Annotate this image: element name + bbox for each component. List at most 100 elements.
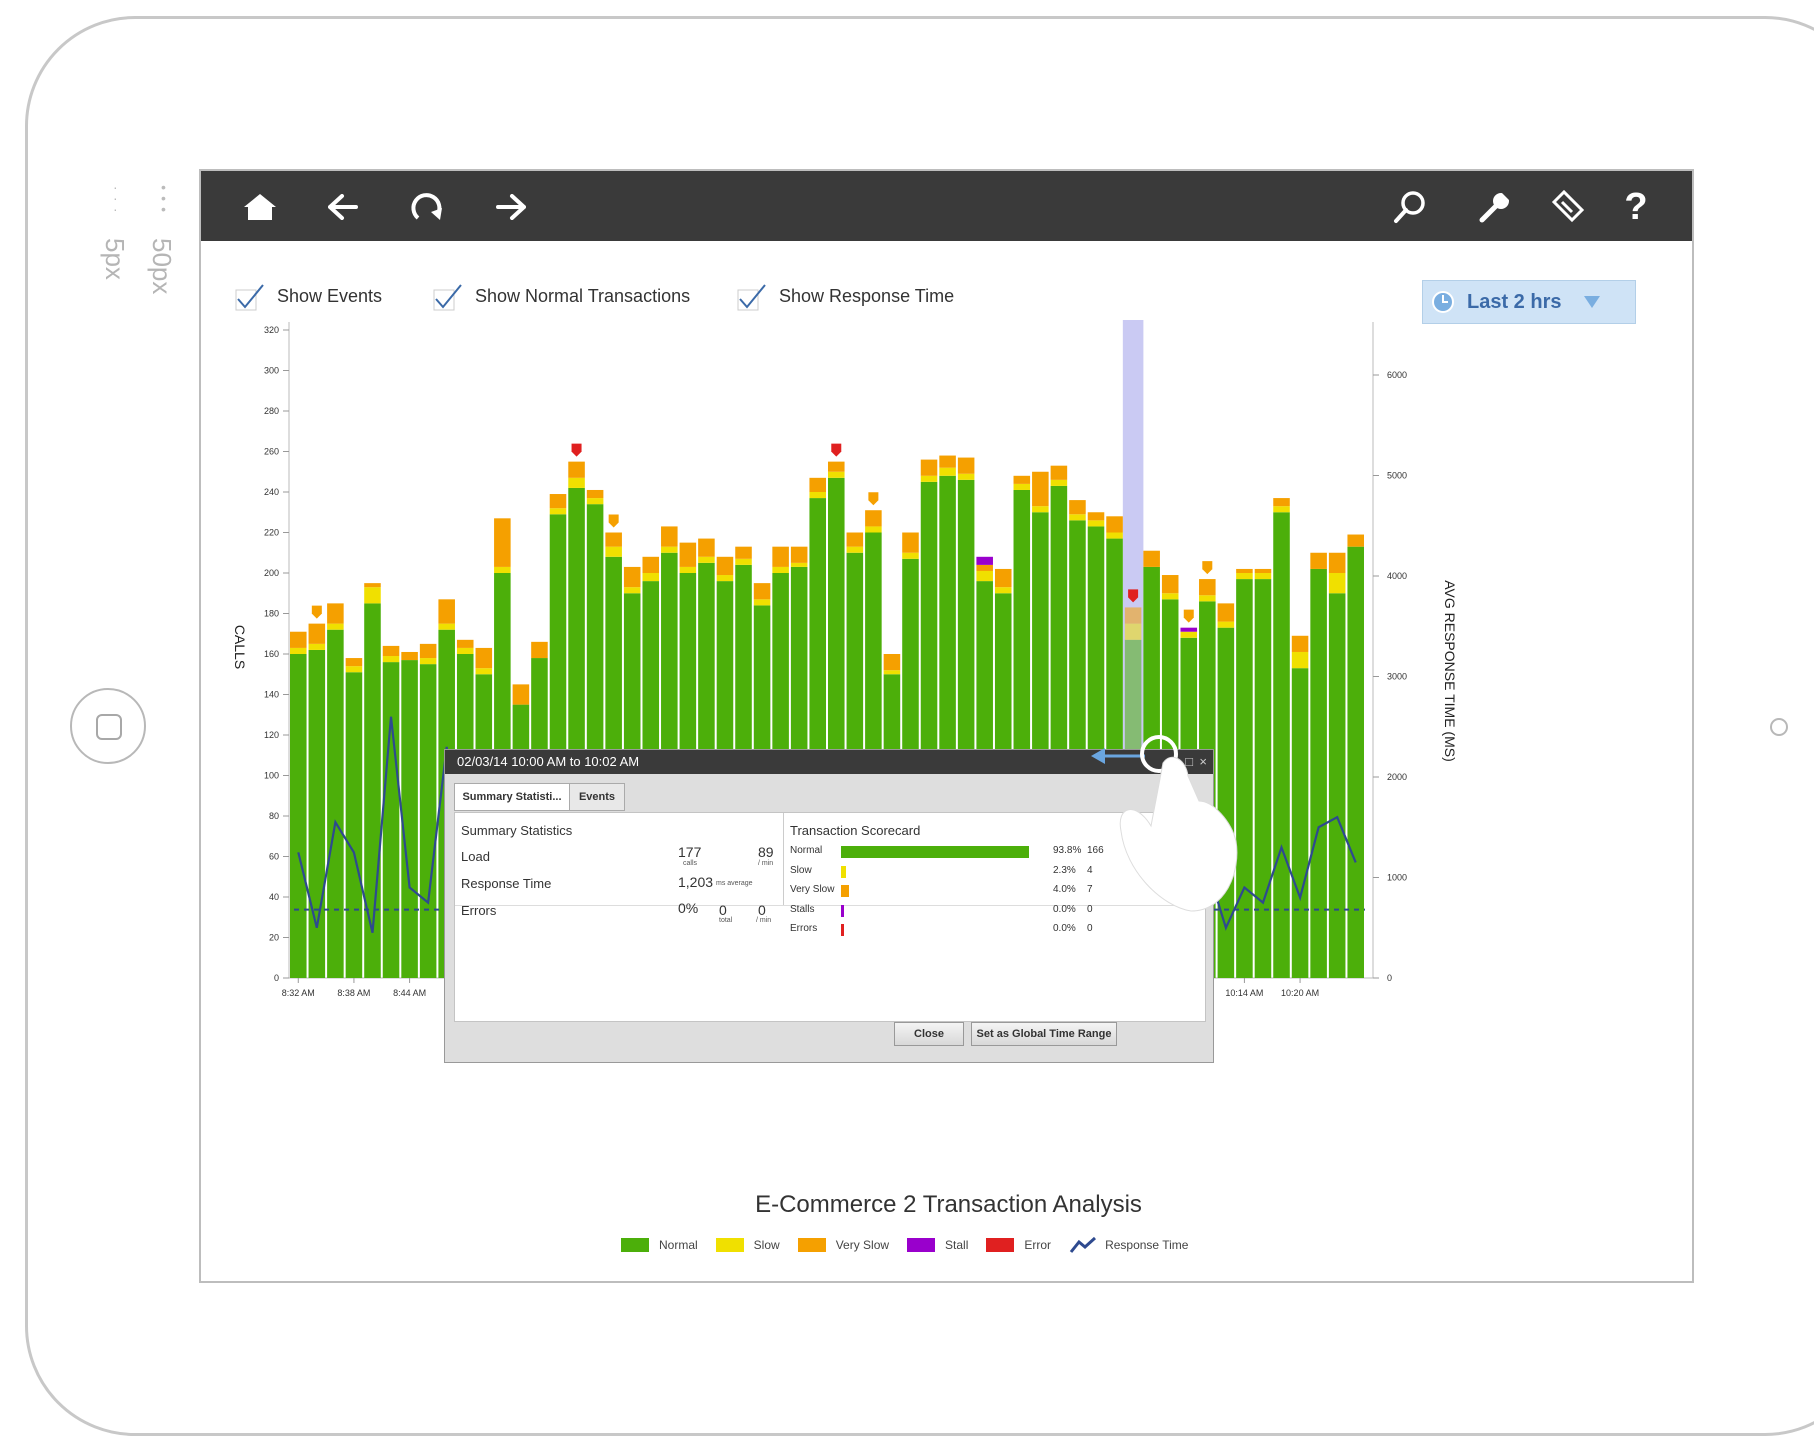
y-tick-label: 0 [274,973,279,983]
bar-slow [1328,573,1346,594]
bar-slow [456,647,474,654]
scorecard-percent: 0.0% [1053,903,1076,915]
bar-slow [865,526,882,533]
forward-arrow-icon[interactable] [489,185,533,229]
bar-very-slow [419,643,437,659]
legend-item-error[interactable]: Error [986,1238,1051,1252]
close-button[interactable]: Close [894,1022,964,1046]
event-marker-icon [1128,589,1139,603]
bar-very-slow [1291,635,1309,652]
bar-slow [364,587,381,604]
bar-normal [345,672,363,978]
bar-very-slow [957,457,975,474]
refresh-icon[interactable] [405,185,449,229]
bar-slow [568,477,585,488]
back-arrow-icon[interactable] [321,185,365,229]
bar-very-slow [364,583,381,588]
bar-slow [1050,479,1068,486]
bar-normal [1273,512,1290,978]
legend-item-normal[interactable]: Normal [621,1238,698,1252]
bar-slow [623,587,641,594]
event-marker-icon [608,514,619,528]
bar-very-slow [401,651,418,661]
home-icon[interactable] [238,185,282,229]
bar-very-slow [642,556,660,573]
maximize-icon[interactable]: □ [1185,754,1193,769]
bar-very-slow [1032,471,1049,507]
response-time-unit: ms average [716,880,753,887]
minimize-icon[interactable]: _ [1171,754,1179,769]
transaction-chart[interactable]: 0204060801001201401601802002202402602803… [201,171,1692,1281]
bar-very-slow [1254,568,1272,573]
interval-details-popup: 02/03/14 10:00 AM to 10:02 AM _ □ × Summ… [444,749,1214,1063]
bar-normal [1347,546,1364,978]
time-range-dropdown[interactable]: Last 2 hrs [1422,280,1636,324]
bar-slow [1161,593,1179,600]
search-icon[interactable] [1388,185,1432,229]
y2-tick-label: 6000 [1387,370,1407,380]
y-tick-label: 300 [264,366,279,376]
tab-summary-statistics[interactable]: Summary Statisti... [454,783,570,811]
bar-slow [549,508,567,515]
bar-very-slow [772,546,789,567]
bar-slow [809,492,826,499]
bar-very-slow [327,603,344,624]
wrench-icon[interactable] [1473,185,1517,229]
bar-slow [475,668,493,675]
x-tick-label: 10:14 AM [1225,988,1263,998]
time-range-label: Last 2 hrs [1467,290,1562,313]
event-marker-icon [311,605,322,619]
legend-item-stall[interactable]: Stall [907,1238,968,1252]
bar-slow [1273,506,1290,513]
show-events-option[interactable]: Show Events [235,281,382,311]
legend-item-slow[interactable]: Slow [715,1238,780,1252]
y-tick-label: 260 [264,447,279,457]
bar-normal [1291,668,1309,978]
event-marker-icon [1202,561,1213,575]
show-events-label: Show Events [277,285,383,306]
show-response-time-option[interactable]: Show Response Time [737,281,954,311]
bar-slow [920,475,938,482]
y-tick-label: 60 [269,852,279,862]
y-tick-label: 320 [264,325,279,335]
event-marker-icon [1183,609,1194,623]
show-normal-transactions-option[interactable]: Show Normal Transactions [433,281,690,311]
x-tick-label: 8:32 AM [282,988,315,998]
bar-slow [1291,651,1309,669]
response-time-value: 1,203 [678,874,714,890]
legend-item-very-slow[interactable]: Very Slow [797,1238,889,1252]
tab-events[interactable]: Events [569,783,625,811]
bar-slow [883,670,901,675]
scorecard-label: Stalls [790,903,815,915]
toolbar: ? [201,171,1692,241]
bar-very-slow [494,518,511,567]
bar-very-slow [1143,550,1160,567]
bar-slow [828,471,845,478]
bar-very-slow [1124,607,1142,624]
close-icon[interactable]: × [1199,754,1207,769]
y-tick-label: 140 [264,690,279,700]
margin-label-5px: 5px [100,238,130,280]
bar-very-slow [790,546,808,563]
bar-very-slow [549,494,567,509]
bar-normal [1328,593,1346,978]
bar-slow [790,562,808,567]
y-tick-label: 200 [264,568,279,578]
tablet-home-button[interactable] [70,688,146,764]
bar-very-slow [1050,465,1068,480]
bar-very-slow [902,532,919,553]
bar-normal [419,664,437,978]
bar-very-slow [1087,512,1105,521]
y-axis-label: CALLS [232,625,248,669]
chart-title: E-Commerce 2 Transaction Analysis [755,1191,1142,1218]
bar-normal [327,629,344,978]
legend-item-response-time[interactable]: Response Time [1069,1236,1188,1254]
bar-very-slow [809,477,826,492]
tag-icon[interactable] [1545,185,1589,229]
set-global-time-range-button[interactable]: Set as Global Time Range [971,1022,1117,1046]
bar-slow [327,623,344,630]
help-icon[interactable]: ? [1624,185,1648,228]
bar-very-slow [994,568,1012,588]
load-rate-unit: / min [758,860,774,867]
load-calls-unit: calls [683,860,698,867]
